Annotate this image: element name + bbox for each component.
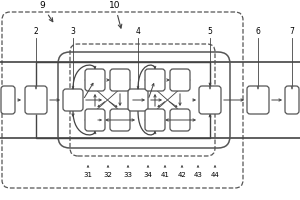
FancyBboxPatch shape	[145, 109, 165, 131]
Text: 31: 31	[83, 172, 92, 178]
Text: 44: 44	[211, 172, 219, 178]
FancyBboxPatch shape	[170, 109, 190, 131]
Text: 34: 34	[144, 172, 152, 178]
Text: 4: 4	[136, 27, 140, 36]
FancyBboxPatch shape	[25, 86, 47, 114]
Text: 33: 33	[124, 172, 133, 178]
FancyBboxPatch shape	[285, 86, 299, 114]
FancyBboxPatch shape	[128, 89, 148, 111]
Text: 5: 5	[208, 27, 212, 36]
Text: 3: 3	[70, 27, 75, 36]
Text: 7: 7	[290, 27, 294, 36]
Text: 9: 9	[39, 1, 53, 22]
FancyBboxPatch shape	[63, 89, 83, 111]
FancyBboxPatch shape	[85, 109, 105, 131]
FancyBboxPatch shape	[145, 69, 165, 91]
FancyBboxPatch shape	[247, 86, 269, 114]
FancyBboxPatch shape	[85, 69, 105, 91]
FancyBboxPatch shape	[110, 109, 130, 131]
Text: 10: 10	[109, 1, 122, 28]
FancyBboxPatch shape	[1, 86, 15, 114]
Text: 2: 2	[34, 27, 38, 36]
Text: 41: 41	[160, 172, 169, 178]
FancyBboxPatch shape	[110, 69, 130, 91]
Text: 43: 43	[194, 172, 202, 178]
Text: 6: 6	[256, 27, 260, 36]
FancyBboxPatch shape	[199, 86, 221, 114]
Text: 42: 42	[178, 172, 186, 178]
FancyBboxPatch shape	[170, 69, 190, 91]
Text: 32: 32	[103, 172, 112, 178]
